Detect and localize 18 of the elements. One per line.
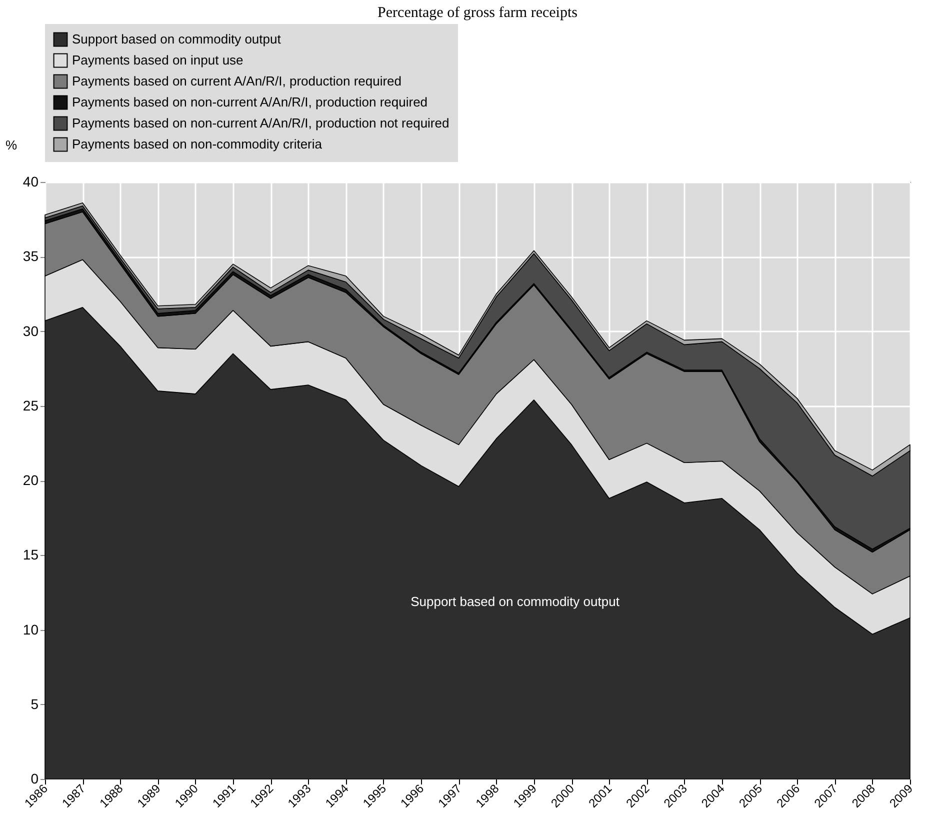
y-tick-label: 10 [22,621,39,638]
chart-title: Percentage of gross farm receipts [378,5,578,21]
y-tick-label: 15 [22,546,39,563]
y-tick-label: 20 [22,472,39,488]
y-tick-label: 35 [22,248,39,264]
legend-label: Payments based on non-current A/An/R/I, production not required [72,116,450,130]
y-tick-label: 40 [22,174,39,190]
legend-label: Payments based on non-current A/An/R/I, production required [72,94,428,110]
legend-label: Payments based on input use [72,52,244,68]
annotation: Support based on commodity output [410,594,620,609]
y-tick-label: 5 [30,696,39,712]
legend-label: Support based on commodity output [72,32,282,46]
legend-label: Payments based on non-commodity criteria [72,136,323,152]
y-tick-label: 0 [30,770,39,786]
y-tick-label: 25 [22,397,39,414]
legend-label: Payments based on current A/An/R/I, production required [72,74,402,88]
y-axis-title: % [6,138,18,152]
y-tick-label: 30 [22,322,39,339]
